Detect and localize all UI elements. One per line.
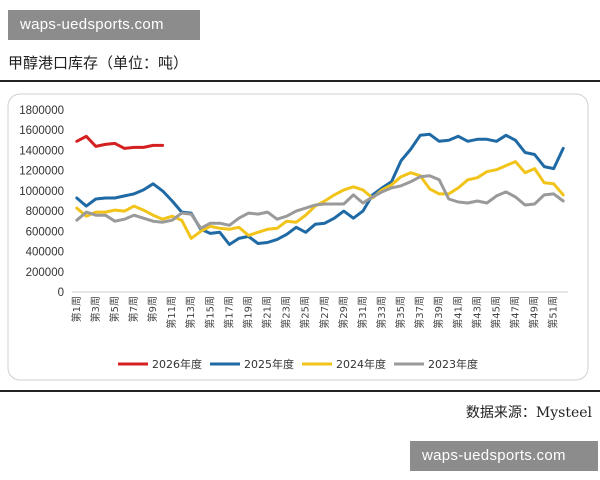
x-tick-label: 第35周	[394, 296, 407, 329]
y-tick-label: 1200000	[19, 166, 64, 178]
y-tick-label: 1000000	[19, 186, 64, 198]
x-tick-label: 第1周	[70, 296, 83, 322]
x-tick-label: 第21周	[261, 296, 274, 329]
x-tick-label: 第5周	[108, 296, 121, 322]
source-note: 数据来源：Mysteel	[465, 405, 592, 421]
series-line-2023年度	[75, 174, 565, 230]
x-tick-label: 第31周	[356, 296, 369, 329]
legend-label: 2023年度	[428, 357, 478, 371]
x-tick-label: 第29周	[337, 296, 350, 329]
y-tick-label: 1800000	[19, 105, 64, 117]
x-tick-label: 第51周	[547, 296, 560, 329]
x-tick-label: 第13周	[184, 296, 197, 329]
x-tick-label: 第41周	[451, 296, 464, 329]
watermark-top: waps-uedsports.com	[8, 10, 200, 40]
y-tick-label: 600000	[26, 226, 64, 238]
chart-border	[7, 93, 589, 381]
x-tick-label: 第49周	[528, 296, 541, 329]
y-tick-label: 400000	[26, 247, 64, 259]
chart-frame: 0 200000 400000 600000 800000 1000000 1200000 1…	[0, 80, 600, 392]
legend-label: 2024年度	[336, 357, 386, 371]
x-tick-label: 第19周	[241, 296, 254, 329]
x-tick-label: 第37周	[413, 296, 426, 329]
y-tick-label: 1600000	[19, 125, 64, 137]
y-tick-label: 1400000	[19, 145, 64, 157]
legend-label: 2025年度	[244, 357, 294, 371]
x-tick-label: 第23周	[280, 296, 293, 329]
y-tick-label: 800000	[26, 206, 64, 218]
watermark-bottom: waps-uedsports.com	[410, 441, 598, 471]
x-tick-label: 第43周	[470, 296, 483, 329]
chart-title: 甲醇港口库存（单位：吨）	[8, 54, 189, 72]
y-tick-label: 0	[58, 287, 64, 299]
chart-svg: 0 200000 400000 600000 800000 1000000 1200000 1…	[7, 93, 589, 381]
x-tick-label: 第45周	[489, 296, 502, 329]
legend-label: 2026年度	[152, 357, 202, 371]
x-tick-label: 第39周	[432, 296, 445, 329]
x-tick-label: 第47周	[509, 296, 522, 329]
x-tick-label: 第9周	[146, 296, 159, 322]
x-tick-label: 第11周	[165, 296, 178, 329]
y-tick-label: 200000	[26, 267, 64, 279]
x-tick-label: 第15周	[203, 296, 216, 329]
x-tick-label: 第7周	[127, 296, 140, 322]
x-tick-label: 第17周	[222, 296, 235, 329]
series-line-2026年度	[75, 134, 165, 150]
series-line-2025年度	[75, 132, 565, 246]
x-tick-label: 第25周	[299, 296, 312, 329]
x-tick-label: 第27周	[318, 296, 331, 329]
x-tick-label: 第33周	[375, 296, 388, 329]
x-tick-label: 第3周	[89, 296, 102, 322]
